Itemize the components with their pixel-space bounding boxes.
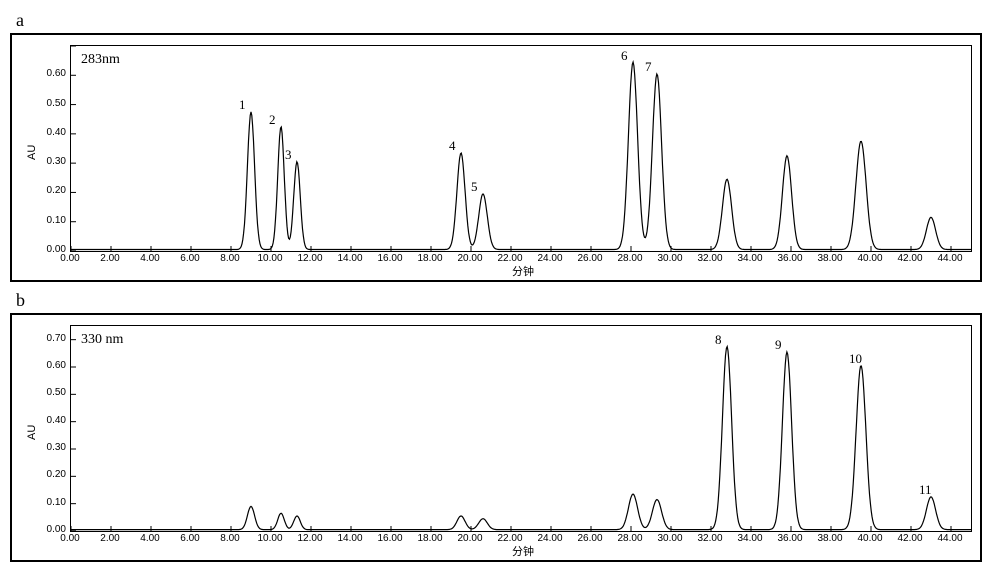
- x-tick-label: 44.00: [935, 253, 965, 264]
- x-tick-label: 0.00: [55, 533, 85, 544]
- x-tick-label: 30.00: [655, 253, 685, 264]
- y-tick-label: 0.50: [36, 98, 66, 109]
- x-tick-label: 6.00: [175, 253, 205, 264]
- x-tick-label: 28.00: [615, 533, 645, 544]
- x-tick-label: 18.00: [415, 253, 445, 264]
- chart-a-xlabel: 分钟: [512, 263, 534, 279]
- x-tick-label: 38.00: [815, 253, 845, 264]
- x-tick-label: 12.00: [295, 253, 325, 264]
- x-tick-label: 12.00: [295, 533, 325, 544]
- peak-label: 3: [285, 147, 292, 163]
- x-tick-label: 42.00: [895, 533, 925, 544]
- peak-label: 8: [715, 332, 722, 348]
- x-tick-label: 10.00: [255, 253, 285, 264]
- x-tick-label: 26.00: [575, 533, 605, 544]
- panel-b-label: b: [16, 290, 1000, 311]
- y-tick-label: 0.30: [36, 442, 66, 453]
- y-tick-label: 0.10: [36, 215, 66, 226]
- peak-label: 7: [645, 59, 652, 75]
- peak-label: 1: [239, 97, 246, 113]
- chromatogram-trace: [71, 347, 971, 530]
- x-tick-label: 24.00: [535, 533, 565, 544]
- x-tick-label: 2.00: [95, 533, 125, 544]
- x-tick-label: 38.00: [815, 533, 845, 544]
- x-tick-label: 10.00: [255, 533, 285, 544]
- peak-label: 9: [775, 337, 782, 353]
- y-tick-label: 0.30: [36, 156, 66, 167]
- x-tick-label: 20.00: [455, 533, 485, 544]
- chart-b-wavelength: 330 nm: [81, 332, 123, 348]
- x-tick-label: 20.00: [455, 253, 485, 264]
- peak-label: 4: [449, 138, 456, 154]
- x-tick-label: 4.00: [135, 533, 165, 544]
- y-tick-label: 0.10: [36, 497, 66, 508]
- peak-label: 10: [849, 351, 862, 367]
- panel-a-label: a: [16, 10, 1000, 31]
- chart-b-frame: AU 0.00 0.10 0.20 0.30 0.40 0.50 0.60 0.70 330 …: [10, 313, 982, 562]
- peak-label: 2: [269, 112, 276, 128]
- x-tick-label: 44.00: [935, 533, 965, 544]
- x-tick-label: 28.00: [615, 253, 645, 264]
- x-tick-label: 6.00: [175, 533, 205, 544]
- chart-b-xlabel: 分钟: [512, 543, 534, 559]
- x-tick-label: 30.00: [655, 533, 685, 544]
- chart-a-frame: AU 0.000.100.200.300.400.500.60 283nm 12…: [10, 33, 982, 282]
- x-tick-label: 8.00: [215, 253, 245, 264]
- peak-label: 6: [621, 48, 628, 64]
- chart-a-plot: 283nm 1 2 3 4 5 6 7: [70, 45, 972, 252]
- x-tick-label: 34.00: [735, 253, 765, 264]
- x-tick-label: 2.00: [95, 253, 125, 264]
- x-tick-label: 8.00: [215, 533, 245, 544]
- peak-label: 11: [919, 482, 932, 498]
- x-tick-label: 18.00: [415, 533, 445, 544]
- x-tick-label: 0.00: [55, 253, 85, 264]
- chart-a-wavelength: 283nm: [81, 52, 120, 68]
- x-tick-label: 16.00: [375, 253, 405, 264]
- x-tick-label: 40.00: [855, 533, 885, 544]
- y-tick-label: 0.40: [36, 415, 66, 426]
- x-tick-label: 42.00: [895, 253, 925, 264]
- x-tick-label: 16.00: [375, 533, 405, 544]
- y-tick-label: 0.60: [36, 360, 66, 371]
- y-tick-label: 0.20: [36, 185, 66, 196]
- chart-b-ylabel: AU: [26, 425, 38, 440]
- x-tick-label: 24.00: [535, 253, 565, 264]
- panel-b: b AU 0.00 0.10 0.20 0.30 0.40 0.50 0.60 0.70 33…: [10, 290, 1000, 562]
- chromatogram-trace: [71, 62, 971, 249]
- x-tick-label: 14.00: [335, 253, 365, 264]
- x-tick-label: 32.00: [695, 253, 725, 264]
- y-tick-label: 0.40: [36, 127, 66, 138]
- panel-a: a AU 0.000.100.200.300.400.500.60 283nm …: [10, 10, 1000, 282]
- x-tick-label: 34.00: [735, 533, 765, 544]
- y-tick-label: 0.70: [36, 333, 66, 344]
- y-tick-label: 0.20: [36, 469, 66, 480]
- y-tick-label: 0.50: [36, 387, 66, 398]
- x-tick-label: 26.00: [575, 253, 605, 264]
- x-tick-label: 36.00: [775, 533, 805, 544]
- peak-label: 5: [471, 179, 478, 195]
- x-tick-label: 40.00: [855, 253, 885, 264]
- x-tick-label: 14.00: [335, 533, 365, 544]
- x-tick-label: 32.00: [695, 533, 725, 544]
- x-tick-label: 4.00: [135, 253, 165, 264]
- y-tick-label: 0.60: [36, 68, 66, 79]
- chart-b-plot: 330 nm 8 9 10 11: [70, 325, 972, 532]
- x-tick-label: 36.00: [775, 253, 805, 264]
